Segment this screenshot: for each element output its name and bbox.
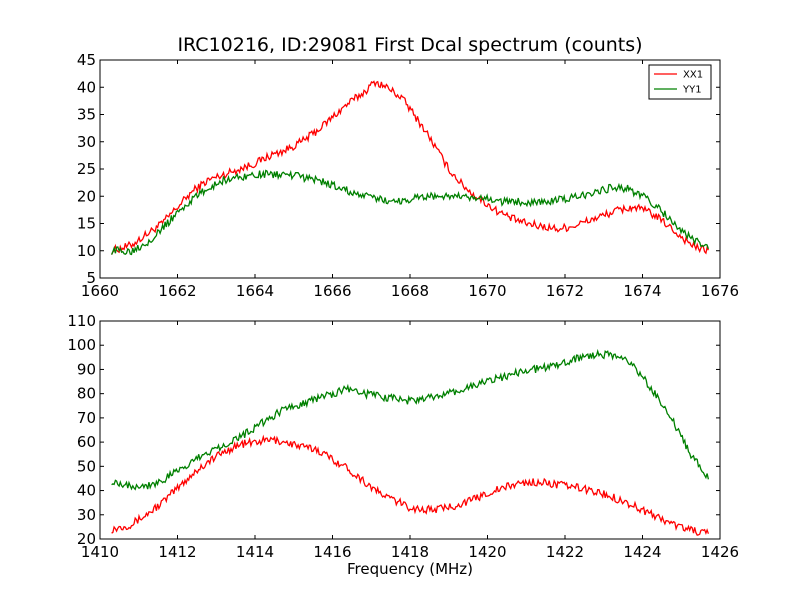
x-tick-label: 1664 [236, 282, 274, 300]
series-line-xx1-panel-1 [111, 80, 709, 255]
y-tick-label: 110 [67, 312, 96, 330]
chart-panel-2: 1410 1412 1414 1416 1418 1420 1422 1424 1426 20 30… [67, 312, 739, 561]
y-tick-label: 50 [77, 457, 96, 475]
series-line-yy1-panel-1 [111, 169, 710, 256]
chart-title: IRC10216, ID:29081 First Dcal spectrum (… [177, 34, 643, 56]
legend-label-yy1: YY1 [682, 85, 702, 96]
y-tick-label: 30 [77, 506, 96, 524]
y-tick-label: 60 [77, 433, 96, 451]
y-tick-label: 80 [77, 385, 96, 403]
x-tick-label: 1422 [546, 543, 584, 561]
plot-frame-panel-2 [99, 320, 721, 540]
chart-panel-1: 1660 1662 1664 1666 1668 1670 1672 1674 1676 5 10 1… [77, 51, 739, 300]
x-tick-label: 1674 [623, 282, 661, 300]
x-tick-label: 1412 [158, 543, 196, 561]
y-tick-label: 25 [77, 160, 96, 178]
legend-box [648, 64, 712, 100]
y-tick-label: 100 [67, 336, 96, 354]
y-tick-label: 5 [86, 269, 96, 287]
plot-frame-panel-1 [99, 59, 721, 279]
y-tick-label: 20 [77, 187, 96, 205]
x-tick-label: 1420 [468, 543, 506, 561]
x-tick-label: 1416 [313, 543, 351, 561]
x-tick-label: 1672 [546, 282, 584, 300]
y-tick-label: 35 [77, 106, 96, 124]
x-tick-label: 1410 [81, 543, 119, 561]
y-tick-label: 90 [77, 360, 96, 378]
x-tick-label: 1666 [313, 282, 351, 300]
y-tick-label: 40 [77, 482, 96, 500]
series-line-yy1-panel-2 [111, 348, 710, 491]
series-line-xx1-panel-2 [111, 434, 710, 536]
y-tick-label: 30 [77, 133, 96, 151]
x-tick-label: 1426 [701, 543, 739, 561]
y-tick-label: 70 [77, 409, 96, 427]
x-tick-label: 1414 [236, 543, 274, 561]
x-tick-label: 1676 [701, 282, 739, 300]
x-tick-label: 1660 [81, 282, 119, 300]
x-tick-label: 1418 [391, 543, 429, 561]
x-tick-label: 1424 [623, 543, 661, 561]
x-tick-label: 1662 [158, 282, 196, 300]
legend-label-xx1: XX1 [683, 70, 703, 81]
y-tick-label: 20 [77, 530, 96, 548]
y-tick-label: 10 [77, 242, 96, 260]
y-tick-label: 15 [77, 215, 96, 233]
x-tick-label: 1670 [468, 282, 506, 300]
x-axis-label: Frequency (MHz) [346, 560, 474, 578]
y-tick-label: 45 [77, 51, 96, 69]
y-tick-label: 40 [77, 78, 96, 96]
x-tick-label: 1668 [391, 282, 429, 300]
